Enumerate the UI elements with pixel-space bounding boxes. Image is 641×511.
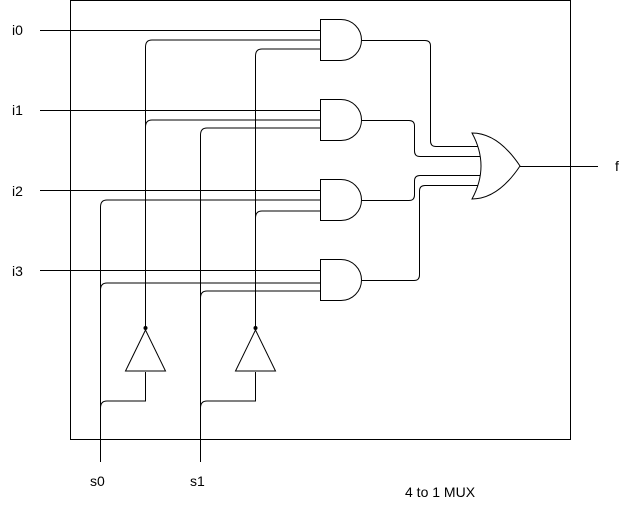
mux-enclosure — [70, 0, 571, 440]
wire-and3-to-or — [362, 175, 483, 201]
not-gate-s0-bubble — [143, 326, 148, 330]
wire-and2-to-or — [362, 120, 483, 157]
wire-s1-trunk — [200, 127, 320, 462]
input-label-i1: i1 — [12, 102, 23, 118]
not-gate-s0 — [124, 328, 167, 372]
not-gate-s1 — [234, 328, 277, 372]
or-gate — [471, 132, 521, 200]
wire-s0-trunk — [100, 199, 320, 462]
input-label-i0: i0 — [12, 22, 23, 38]
select-label-s1: s1 — [190, 473, 205, 489]
select-label-s0: s0 — [90, 473, 105, 489]
output-label-f: f — [615, 158, 619, 174]
and-gate-4 — [320, 259, 362, 301]
and-gate-2 — [320, 99, 362, 141]
input-label-i3: i3 — [12, 263, 23, 279]
and-gate-1 — [320, 19, 362, 61]
not-gate-s1-bubble — [253, 326, 258, 330]
wire-and4-to-or — [362, 185, 478, 281]
diagram-caption: 4 to 1 MUX — [405, 484, 476, 500]
wire-and1-to-or — [362, 40, 478, 147]
wire-s0-not — [145, 39, 320, 328]
input-label-i2: i2 — [12, 183, 23, 199]
and-gate-3 — [320, 179, 362, 221]
wire-s1-not — [255, 48, 320, 328]
